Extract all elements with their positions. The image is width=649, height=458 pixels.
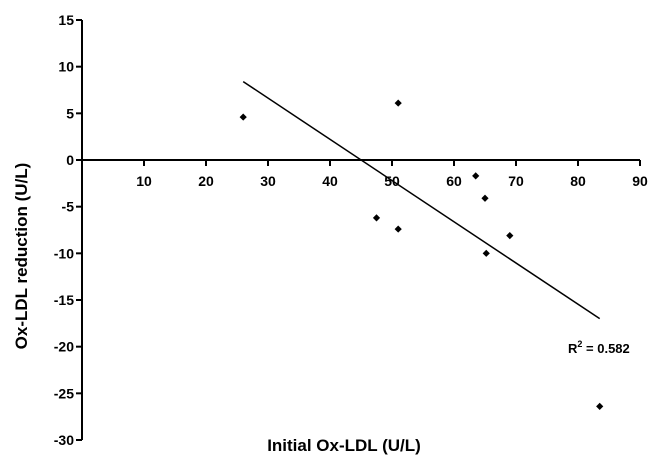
y-tick-label: -25	[54, 385, 74, 401]
data-point	[596, 402, 604, 410]
x-axis-title: Initial Ox-LDL (U/L)	[267, 436, 421, 455]
y-tick-label: -30	[54, 432, 74, 448]
y-tick-label: -20	[54, 339, 74, 355]
data-point	[506, 232, 514, 240]
x-tick-label: 40	[322, 173, 338, 189]
data-point	[472, 172, 480, 180]
y-tick-label: -15	[54, 292, 74, 308]
x-tick-label: 80	[570, 173, 586, 189]
x-tick-label: 30	[260, 173, 276, 189]
y-tick-label: -10	[54, 245, 74, 261]
trendline-group	[242, 80, 601, 320]
x-tick-label: 10	[136, 173, 152, 189]
y-tick-label: -5	[62, 199, 75, 215]
data-point	[239, 113, 247, 121]
data-point	[481, 194, 489, 202]
y-tick-label: 5	[66, 105, 74, 121]
r-squared-annotation: R2 = 0.582	[568, 339, 630, 356]
x-tick-label: 90	[632, 173, 648, 189]
data-point	[372, 214, 381, 222]
x-tick-label: 70	[508, 173, 524, 189]
y-tick-label: 0	[66, 152, 74, 168]
ticks: 151050-5-10-15-20-25-3010203040506070809…	[54, 12, 648, 448]
x-tick-label: 20	[198, 173, 214, 189]
y-axis-title: Ox-LDL reduction (U/L)	[12, 163, 31, 350]
data-point	[394, 225, 402, 233]
data-point	[394, 99, 402, 107]
x-tick-label: 60	[446, 173, 462, 189]
y-tick-label: 15	[58, 12, 74, 28]
regression-line	[242, 80, 601, 320]
y-tick-label: 10	[58, 59, 74, 75]
data-points	[239, 99, 604, 410]
axes	[81, 20, 640, 440]
data-point	[482, 249, 490, 257]
